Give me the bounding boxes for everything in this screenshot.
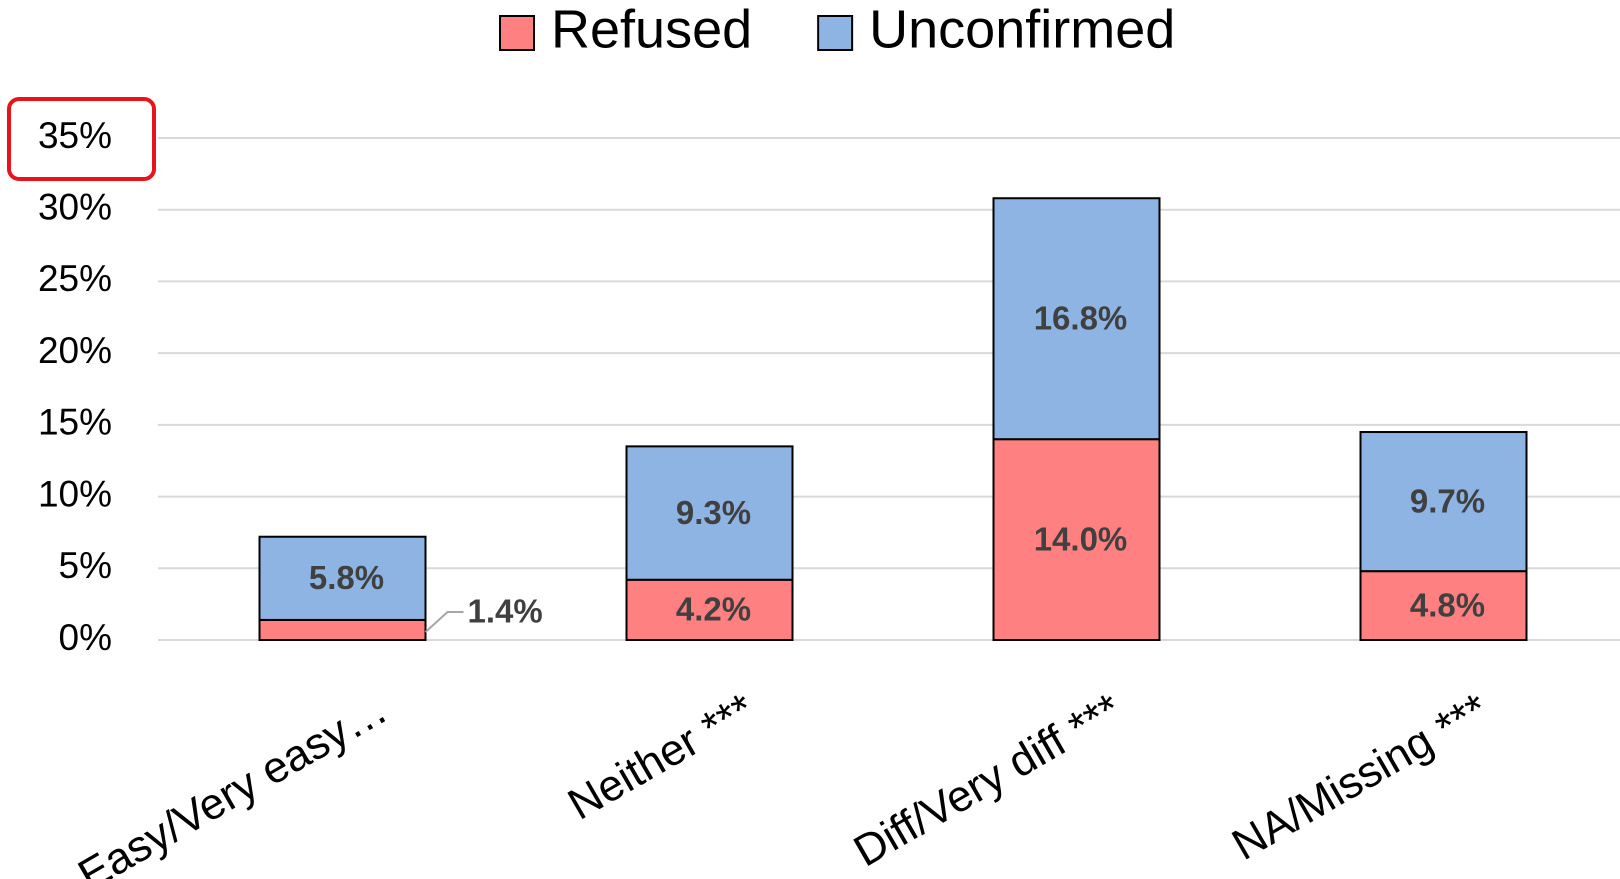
bar-segment <box>258 618 427 641</box>
data-label: 4.2% <box>676 591 751 628</box>
y-tick-label: 30% <box>38 186 112 227</box>
y-tick-label: 5% <box>59 545 112 586</box>
bar-segment <box>1359 431 1528 573</box>
data-label: 16.8% <box>1034 299 1128 336</box>
bar-segment <box>625 445 794 581</box>
data-label: 14.0% <box>1034 520 1128 557</box>
y-tick-label: 0% <box>59 617 112 658</box>
data-label: 5.8% <box>309 559 384 596</box>
data-label: 9.7% <box>1410 482 1485 519</box>
data-label: 4.8% <box>1410 586 1485 623</box>
y-tick-label: 15% <box>38 402 112 443</box>
y-tick-label: 25% <box>38 258 112 299</box>
y-tick-label: 35% <box>38 115 112 156</box>
y-tick-label: 20% <box>38 330 112 371</box>
legend-swatch <box>817 15 854 51</box>
x-tick-label: NA/Missing *** <box>1224 684 1496 869</box>
x-tick-label: Diff/Very diff *** <box>846 684 1130 876</box>
bar-segment <box>1359 570 1528 642</box>
legend-label: Refused <box>551 0 752 59</box>
x-tick-label: Neither *** <box>560 684 762 829</box>
leader-line <box>424 610 464 633</box>
legend: Refused Unconfirmed <box>499 0 1175 59</box>
data-label: 1.4% <box>468 593 543 630</box>
y-tick-label: 10% <box>38 473 112 514</box>
highlight-box <box>7 97 156 181</box>
bar-segment <box>992 197 1161 441</box>
bar-segment <box>258 535 427 621</box>
legend-swatch <box>499 15 535 51</box>
x-tick-label: Easy/Very easy… <box>70 684 395 879</box>
data-label: 9.3% <box>676 494 751 531</box>
legend-label: Unconfirmed <box>869 0 1175 59</box>
